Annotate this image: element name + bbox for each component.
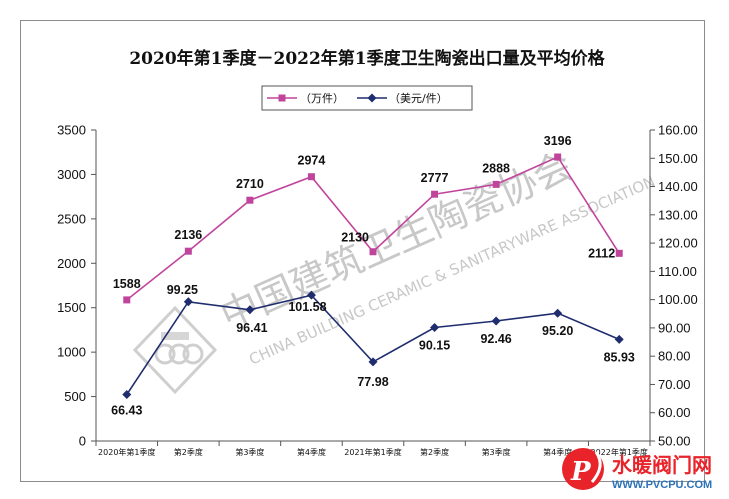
data-label: 2710 (236, 177, 264, 191)
x-tick-label: 第4季度 (543, 447, 572, 457)
legend-item-price: （美元/件） (357, 92, 448, 105)
left-tick-label: 3500 (57, 123, 86, 138)
right-axis-ticks: 50.00 60.00 70.00 80.00 90.00 100.00 110.00 120… (650, 123, 698, 449)
chart-legend: （万件） （美元/件） (261, 85, 473, 111)
data-point-diamond (122, 390, 132, 400)
data-label: 2130 (341, 231, 369, 245)
x-axis-ticks: 2020年第1季度 第2季度 第3季度 第4季度 2021年第1季度 第2季度 第3季度 第4… (95, 441, 651, 457)
data-label: 66.43 (111, 404, 142, 418)
x-tick-label: 第2季度 (174, 447, 203, 457)
data-label: 2777 (421, 171, 449, 185)
data-label: 2112 (588, 246, 615, 260)
data-label: 85.93 (604, 350, 635, 364)
data-label: 3196 (544, 134, 572, 148)
chart-title: 2020年第1季度－2022年第1季度卫生陶瓷出口量及平均价格 (129, 48, 605, 69)
series-price: 66.43 99.25 96.41 101.58 77.98 90.15 92.46 95.2… (111, 283, 635, 418)
data-point-square (123, 296, 131, 304)
data-point-square (246, 196, 254, 204)
right-tick-label: 100.00 (658, 292, 698, 307)
data-point-square (369, 248, 377, 256)
data-point-square (307, 173, 315, 181)
axes (95, 130, 651, 442)
data-label: 2974 (298, 154, 326, 168)
right-tick-label: 160.00 (658, 123, 698, 138)
x-tick-label: 第4季度 (297, 447, 326, 457)
left-tick-label: 2000 (57, 256, 86, 271)
logo-site-name: 水暖阀门网 (612, 453, 712, 477)
data-point-square (492, 180, 500, 188)
data-point-square (554, 153, 562, 161)
data-label: 77.98 (357, 375, 388, 389)
left-axis-ticks: 0 500 1000 1500 2000 2500 3000 3500 (57, 123, 96, 449)
logo-site-url: WWW.PVCPU.COM (612, 479, 712, 491)
data-label: 96.41 (236, 321, 267, 335)
legend-square-marker (278, 94, 286, 102)
watermark-emblem (132, 305, 218, 395)
right-tick-label: 90.00 (658, 320, 691, 335)
right-tick-label: 150.00 (658, 151, 698, 166)
x-tick-label: 第3季度 (235, 447, 264, 457)
left-tick-label: 500 (64, 389, 86, 404)
right-tick-label: 140.00 (658, 179, 698, 194)
data-label: 1588 (113, 277, 141, 291)
data-point-diamond (491, 316, 501, 326)
data-point-square (184, 247, 192, 255)
data-point-diamond (306, 290, 316, 300)
x-tick-label: 2021年第1季度 (344, 447, 401, 457)
x-tick-label: 第2季度 (420, 447, 449, 457)
x-tick-label: 2020年第1季度 (98, 447, 155, 457)
logo-p-glyph: P (570, 457, 592, 487)
data-label: 95.20 (542, 324, 573, 338)
data-label: 92.46 (480, 332, 511, 346)
right-tick-label: 110.00 (658, 264, 697, 279)
data-point-square (431, 190, 439, 198)
legend-label-price: （美元/件） (389, 92, 448, 105)
data-label: 99.25 (167, 283, 198, 297)
data-point-square (615, 249, 623, 257)
right-tick-label: 60.00 (658, 405, 691, 420)
data-point-diamond (368, 357, 378, 367)
legend-diamond-marker (367, 93, 377, 103)
data-label: 90.15 (419, 338, 450, 352)
right-tick-label: 50.00 (658, 434, 691, 449)
data-point-diamond (553, 308, 563, 318)
right-tick-label: 80.00 (658, 349, 691, 364)
right-tick-label: 130.00 (658, 207, 698, 222)
right-tick-label: 120.00 (658, 236, 698, 251)
x-tick-label: 第3季度 (482, 447, 511, 457)
data-label: 2888 (482, 161, 510, 175)
data-label: 101.58 (288, 300, 326, 314)
data-point-diamond (183, 297, 193, 307)
left-tick-label: 0 (79, 434, 86, 449)
right-tick-label: 70.00 (658, 377, 691, 392)
series-volume: 1588 2136 2710 2974 2130 2777 2888 3196 2112 (113, 134, 623, 304)
data-point-diamond (430, 322, 440, 332)
left-tick-label: 2500 (57, 211, 86, 226)
left-tick-label: 3000 (57, 167, 86, 182)
left-tick-label: 1500 (57, 300, 86, 315)
site-logo: P 水暖阀门网 WWW.PVCPU.COM (562, 448, 712, 491)
legend-label-volume: （万件） (300, 92, 344, 105)
data-point-diamond (245, 305, 255, 315)
data-label: 2136 (174, 228, 202, 242)
x-tick-label: 2022年第1季度 (590, 447, 647, 457)
legend-item-volume: （万件） (267, 92, 344, 105)
data-point-diamond (614, 334, 624, 344)
association-watermark: 中国建筑卫生陶瓷协会 CHINA BUILDING CERAMIC & SANI… (132, 143, 658, 395)
left-tick-label: 1000 (57, 345, 86, 360)
